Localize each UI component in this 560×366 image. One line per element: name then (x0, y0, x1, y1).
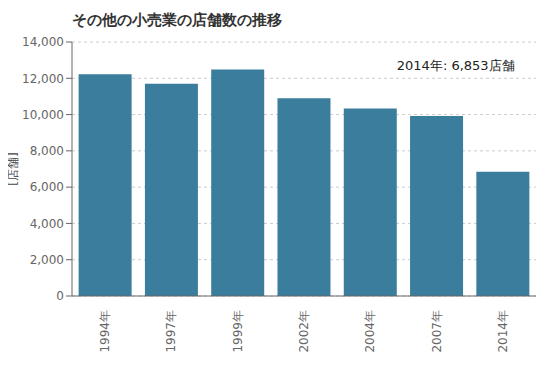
svg-text:[店舗]: [店舗] (8, 152, 20, 185)
svg-text:2014年: 2014年 (496, 310, 510, 352)
svg-text:2002年: 2002年 (297, 310, 311, 352)
svg-text:0: 0 (56, 289, 64, 303)
html-text:その他の小売業の店舗数の推移: その他の小売業の店舗数の推移 (72, 11, 282, 29)
svg-text:8,000: 8,000 (30, 144, 64, 158)
svg-text:14,000: 14,000 (22, 35, 64, 49)
svg-text:2,000: 2,000 (30, 253, 64, 267)
svg-text:1994年: 1994年 (98, 310, 112, 352)
svg-text:6,000: 6,000 (30, 180, 64, 194)
html-text:2014年: 6,853店舗: 2014年: 6,853店舗 (396, 58, 515, 74)
svg-text:4,000: 4,000 (30, 217, 64, 231)
svg-text:1997年: 1997年 (164, 310, 178, 352)
svg-text:2007年: 2007年 (430, 310, 444, 352)
svg-text:1999年: 1999年 (231, 310, 245, 352)
svg-text:10,000: 10,000 (22, 108, 64, 122)
svg-text:2004年: 2004年 (363, 310, 377, 352)
svg-text:12,000: 12,000 (22, 72, 64, 86)
